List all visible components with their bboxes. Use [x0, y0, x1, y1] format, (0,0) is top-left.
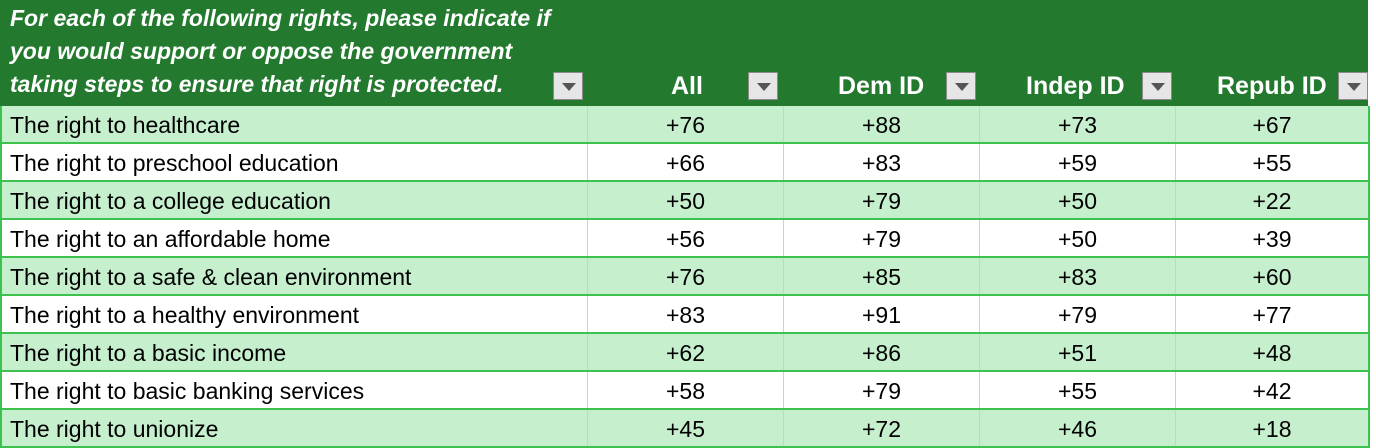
column-header-dem: Dem ID — [838, 72, 925, 100]
table-row: The right to healthcare +76 +88 +73 +67 — [0, 106, 1368, 144]
value-indep[interactable]: +50 — [980, 220, 1176, 256]
value-dem[interactable]: +88 — [784, 106, 980, 142]
row-label[interactable]: The right to a healthy environment — [0, 296, 588, 332]
value-indep[interactable]: +79 — [980, 296, 1176, 332]
value-repub[interactable]: +48 — [1252, 340, 1292, 366]
value-indep[interactable]: +46 — [980, 410, 1176, 446]
filter-dropdown-dem[interactable] — [946, 72, 976, 100]
value-repub[interactable]: +55 — [1252, 150, 1292, 176]
table-row: The right to a healthy environment +83 +… — [0, 296, 1368, 334]
row-label[interactable]: The right to an affordable home — [0, 220, 588, 256]
value-indep[interactable]: +73 — [980, 106, 1176, 142]
column-header-all: All — [671, 72, 703, 100]
filter-dropdown-indep[interactable] — [1142, 72, 1172, 100]
row-label[interactable]: The right to preschool education — [0, 144, 588, 180]
value-all[interactable]: +56 — [588, 220, 784, 256]
value-all[interactable]: +45 — [588, 410, 784, 446]
row-label[interactable]: The right to unionize — [0, 410, 588, 446]
value-all[interactable]: +58 — [588, 372, 784, 408]
value-repub[interactable]: +18 — [1252, 416, 1292, 442]
table-row: The right to an affordable home +56 +79 … — [0, 220, 1368, 258]
value-dem[interactable]: +91 — [784, 296, 980, 332]
value-all[interactable]: +83 — [588, 296, 784, 332]
value-indep[interactable]: +59 — [980, 144, 1176, 180]
question-header: For each of the following rights, please… — [10, 5, 551, 97]
value-indep[interactable]: +83 — [980, 258, 1176, 294]
table-right-border — [1368, 106, 1370, 448]
value-dem[interactable]: +83 — [784, 144, 980, 180]
value-dem[interactable]: +85 — [784, 258, 980, 294]
value-repub[interactable]: +60 — [1252, 264, 1292, 290]
value-repub[interactable]: +67 — [1252, 112, 1292, 138]
value-all[interactable]: +76 — [588, 258, 784, 294]
row-label[interactable]: The right to basic banking services — [0, 372, 588, 408]
row-label[interactable]: The right to a college education — [0, 182, 588, 218]
column-header-repub: Repub ID — [1217, 72, 1327, 100]
table-row: The right to a basic income +62 +86 +51 … — [0, 334, 1368, 372]
value-dem[interactable]: +79 — [784, 182, 980, 218]
filter-dropdown-question[interactable] — [553, 72, 583, 100]
row-label[interactable]: The right to a basic income — [0, 334, 588, 370]
filter-dropdown-all[interactable] — [748, 72, 778, 100]
filter-dropdown-repub[interactable] — [1338, 72, 1368, 100]
table-row: The right to a college education +50 +79… — [0, 182, 1368, 220]
table-header: For each of the following rights, please… — [0, 0, 1368, 106]
value-repub[interactable]: +42 — [1252, 378, 1292, 404]
table-row: The right to unionize +45 +72 +46 +18 — [0, 410, 1368, 448]
value-all[interactable]: +50 — [588, 182, 784, 218]
table-row: The right to basic banking services +58 … — [0, 372, 1368, 410]
value-dem[interactable]: +79 — [784, 372, 980, 408]
value-indep[interactable]: +50 — [980, 182, 1176, 218]
value-dem[interactable]: +79 — [784, 220, 980, 256]
value-indep[interactable]: +51 — [980, 334, 1176, 370]
value-dem[interactable]: +72 — [784, 410, 980, 446]
value-all[interactable]: +62 — [588, 334, 784, 370]
value-indep[interactable]: +55 — [980, 372, 1176, 408]
column-header-indep: Indep ID — [1026, 72, 1125, 100]
table-row: The right to a safe & clean environment … — [0, 258, 1368, 296]
value-repub[interactable]: +77 — [1252, 302, 1292, 328]
value-dem[interactable]: +86 — [784, 334, 980, 370]
table-left-border — [0, 106, 2, 448]
value-all[interactable]: +76 — [588, 106, 784, 142]
row-label[interactable]: The right to a safe & clean environment — [0, 258, 588, 294]
value-repub[interactable]: +39 — [1252, 226, 1292, 252]
row-label[interactable]: The right to healthcare — [0, 106, 588, 142]
value-repub[interactable]: +22 — [1252, 188, 1292, 214]
table-row: The right to preschool education +66 +83… — [0, 144, 1368, 182]
value-all[interactable]: +66 — [588, 144, 784, 180]
